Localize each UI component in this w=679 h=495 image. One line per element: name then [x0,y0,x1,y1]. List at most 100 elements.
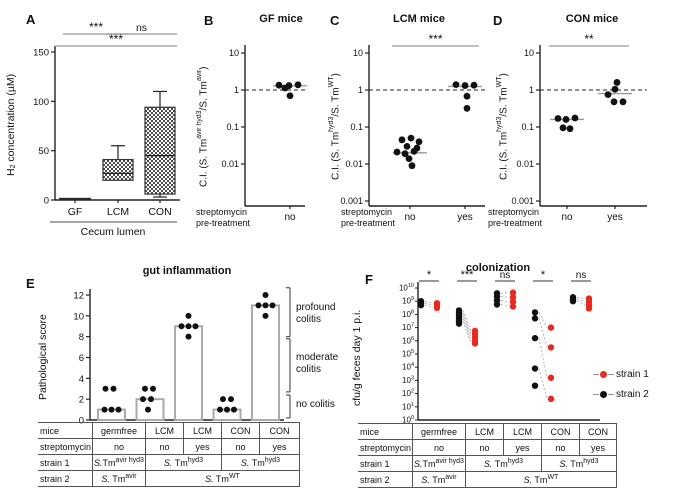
legend-item-strain-2: strain 2 [593,387,649,402]
panel-b-title: GF mice [259,13,303,25]
data-point [613,79,621,86]
data-point [294,81,302,89]
y-tick-label: 105 [402,349,414,359]
data-point [142,385,148,392]
data-point [217,406,223,413]
table-row-label: streptomycin [358,439,414,456]
data-point [262,302,269,309]
data-point [110,385,117,392]
table-row-label: mice [38,422,94,439]
table-cell: S. Tmavir [412,471,466,488]
pretreatment-line: streptomycin [341,207,393,217]
table-cell: no [220,438,260,455]
table-cell: S.Tmavir hyd3 [92,454,146,471]
strain-2-point [455,320,463,327]
panel-letter-a: A [26,12,36,27]
strain-2-point [531,309,539,316]
panel-f-condition-table: mice germfree LCM LCM CON CON streptomycin no no… [358,423,617,488]
table-row-label: strain 2 [38,470,94,487]
connector-line [576,298,586,303]
y-tick-label: 102 [402,389,414,399]
connector-line [538,338,548,378]
data-point [452,81,460,88]
y-tick-label: 0.001 [340,196,363,206]
panel-f-legend: strain 1 strain 2 [593,367,649,407]
y-tick-label: 0 [44,196,49,207]
connector-line [424,302,434,306]
connector-line [500,300,510,303]
data-point [262,312,269,319]
table-cell: no [92,438,146,455]
panel-e-chart: 0 2 4 6 8 10 12 [73,287,291,427]
y-tick-label: 106 [402,336,414,346]
annotation-moderate-colitis: moderate colitis [296,352,339,375]
panel-a-y-axis-label: H2 concentration (µM) [5,73,18,177]
data-point [470,81,478,89]
data-point [415,138,423,146]
pretreatment-line: streptomycin [488,207,540,217]
panel-b-y-axis-label: C.I. (S. Tmavir hyd3/S. Tmavir) [196,66,210,187]
connector-line [424,304,434,309]
y-tick-label: 109 [402,296,414,306]
strain-2-point [417,301,425,309]
data-point [562,116,570,123]
panel-d-chart: 10 1 0.1 0.01 0.001 no yes ** [511,32,647,223]
panel-d-title: CON mice [565,13,619,25]
table-cell: LCM [144,422,184,439]
data-point [140,396,146,403]
legend-dash [608,394,614,395]
significance-label: ns [500,270,511,281]
connector-line [538,318,548,348]
data-point [145,406,151,413]
panel-b-chart: 10 1 0.1 0.01 no [221,45,307,223]
data-point [101,406,108,413]
significance-label: ns [136,22,147,34]
table-cell: CON [540,423,580,440]
y-tick-label: 101 [402,402,414,412]
strain-1-dot-icon [600,371,607,378]
data-point [611,85,619,93]
y-tick-label: 0.001 [511,196,534,206]
data-point [275,81,283,89]
data-point [102,385,109,392]
data-point [403,142,411,150]
group-label: yes [607,212,623,223]
strain-1-point [509,298,517,306]
strain-2-point [493,301,501,308]
legend-dash [593,394,599,395]
connector-line [538,368,548,400]
table-row-label: strain 1 [358,455,414,472]
y-tick-label: 0.01 [345,159,363,169]
data-point [461,82,469,89]
y-tick-label: 10 [353,48,363,58]
y-tick-label: 1 [234,85,239,95]
data-point [228,396,234,403]
y-tick-label: 50 [38,146,49,157]
table-cell: S. Tmhyd3 [464,455,542,472]
y-tick-label: 100 [402,415,414,425]
table-cell: yes [578,439,617,456]
y-tick-label: 0.01 [221,159,239,169]
table-cell: S.Tmavir hyd3 [412,455,466,472]
bar [174,325,203,421]
panel-b-pretreatment-label: streptomycin pre-treatment [196,207,250,230]
y-tick-label: 1010 [399,283,414,293]
strain-1-point [433,304,441,311]
strain-1-point [471,340,479,347]
data-point [604,91,612,99]
significance-label: *** [89,20,103,34]
table-cell: yes [502,439,542,456]
table-cell: S. TmWT [144,470,300,487]
table-cell: yes [182,438,222,455]
y-tick-label: 0 [79,416,84,427]
connector-line [500,304,510,307]
data-point [178,323,185,330]
panel-e-condition-table: mice germfree LCM LCM CON CON streptomycin no no… [38,422,300,487]
table-cell: germfree [92,422,146,439]
table-cell: CON [578,423,617,440]
significance-label: ns [576,270,587,281]
panel-c-pretreatment-label: streptomycin pre-treatment [341,207,395,230]
y-tick-label: 2 [79,395,84,406]
significance-label: ** [584,32,594,46]
table-cell: S. Tmhyd3 [144,454,222,471]
